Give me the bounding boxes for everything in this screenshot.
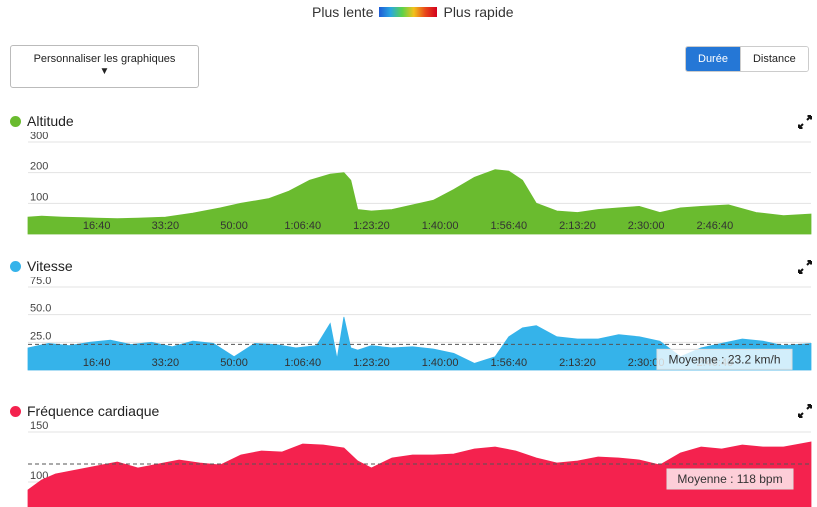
chevron-down-icon: ▼ xyxy=(99,66,110,77)
x-tick-label: 2:13:20 xyxy=(559,357,596,369)
speed-gradient-swatch xyxy=(379,7,438,17)
x-tick-label: 50:00 xyxy=(220,357,248,369)
x-tick-label: 16:40 xyxy=(83,220,111,232)
y-tick-label: 25.0 xyxy=(30,330,51,342)
altitude-chart-title: Altitude xyxy=(10,113,74,129)
x-tick-label: 2:13:20 xyxy=(559,220,596,232)
speed-chart-title: Vitesse xyxy=(10,258,73,274)
x-tick-label: 50:00 xyxy=(220,220,248,232)
customize-charts-label: Personnaliser les graphiques xyxy=(33,53,176,65)
altitude-chart: 300200100016:4033:2050:001:06:401:23:201… xyxy=(27,132,812,235)
x-tick-label: 1:06:40 xyxy=(284,220,321,232)
x-tick-label: 33:20 xyxy=(152,357,180,369)
speed-average-box xyxy=(656,348,793,370)
y-tick-label: 150 xyxy=(30,420,48,432)
y-tick-label: 100 xyxy=(30,191,48,203)
heart-rate-legend-dot xyxy=(10,405,21,417)
duration-distance-toggle[interactable]: Durée Distance xyxy=(685,46,809,72)
toggle-duration[interactable]: Durée xyxy=(686,47,740,71)
x-tick-label: 1:23:20 xyxy=(353,357,390,369)
customize-charts-button[interactable]: Personnaliser les graphiques ▼ xyxy=(10,45,199,88)
x-tick-label: 1:56:40 xyxy=(490,357,527,369)
heart-rate-chart-title: Fréquence cardiaque xyxy=(10,403,159,419)
y-tick-label: 75.0 xyxy=(30,277,51,287)
speed-color-legend: Plus lente Plus rapide xyxy=(312,4,514,20)
x-tick-label: 1:06:40 xyxy=(284,357,321,369)
speed-legend-dot xyxy=(10,260,21,272)
speed-average-label: Moyenne : 23.2 km/h xyxy=(668,352,780,366)
altitude-title-text: Altitude xyxy=(27,113,74,129)
x-tick-label: 1:23:20 xyxy=(353,220,390,232)
x-tick-label: 1:40:00 xyxy=(422,220,459,232)
x-tick-label: 1:56:40 xyxy=(490,220,527,232)
toggle-distance[interactable]: Distance xyxy=(739,47,808,71)
heart-rate-title-text: Fréquence cardiaque xyxy=(27,403,160,419)
legend-fast-label: Plus rapide xyxy=(443,4,514,20)
x-tick-label: 2:30:00 xyxy=(628,220,665,232)
x-tick-label: 1:40:00 xyxy=(422,357,459,369)
x-tick-label: 16:40 xyxy=(83,357,111,369)
y-tick-label: 50.0 xyxy=(30,303,51,315)
y-tick-label: 300 xyxy=(30,132,48,142)
legend-slow-label: Plus lente xyxy=(312,4,374,20)
altitude-legend-dot xyxy=(10,115,21,127)
altitude-area-series xyxy=(27,169,812,235)
heart-rate-expand-icon[interactable] xyxy=(798,404,812,418)
heart-area-series xyxy=(27,441,812,507)
x-tick-label: 2:46:40 xyxy=(696,220,733,232)
speed-title-text: Vitesse xyxy=(27,258,73,274)
y-tick-label: 200 xyxy=(30,161,48,173)
speed-expand-icon[interactable] xyxy=(798,260,812,274)
x-tick-label: 2:30:00 xyxy=(628,357,665,369)
altitude-expand-icon[interactable] xyxy=(798,115,812,129)
speed-chart: 75.050.025.00.016:4033:2050:001:06:401:2… xyxy=(27,277,812,371)
heart-average-label: Moyenne : 118 bpm xyxy=(677,472,782,486)
x-tick-label: 33:20 xyxy=(152,220,180,232)
heart-average-box xyxy=(666,468,794,490)
